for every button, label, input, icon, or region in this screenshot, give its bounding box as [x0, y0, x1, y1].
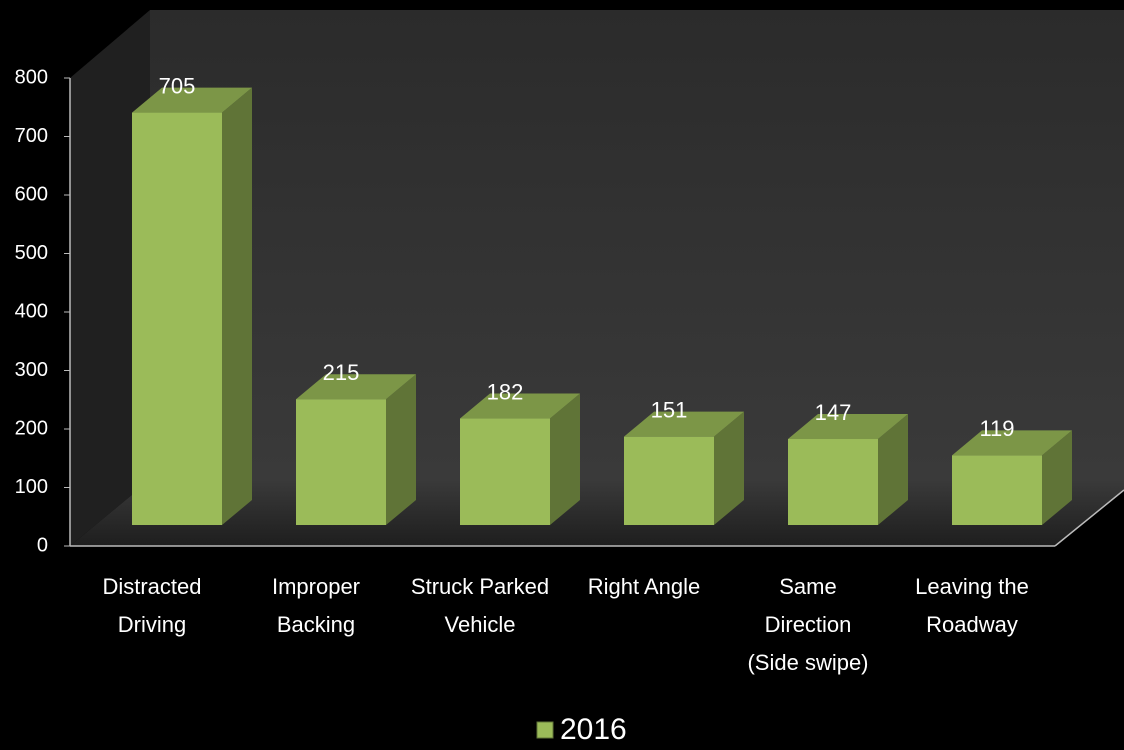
bar-top — [952, 430, 1072, 456]
bar — [460, 418, 550, 525]
legend-label: 2016 — [560, 713, 627, 746]
bar-side — [1042, 430, 1072, 525]
y-tick-label: 500 — [15, 242, 48, 264]
y-tick-label: 0 — [37, 534, 48, 556]
y-tick-label: 300 — [15, 359, 48, 381]
x-tick-label: Distracted Driving — [102, 574, 202, 637]
y-tick-label: 400 — [15, 300, 48, 322]
data-label: 215 — [323, 360, 360, 385]
back-wall — [150, 10, 1124, 480]
x-tick-label: Improper Backing — [271, 574, 361, 637]
bar — [624, 436, 714, 525]
x-tick-label: Same Direction (Side swipe) — [747, 574, 869, 675]
bar-side — [878, 414, 908, 525]
x-tick-label: Leaving the Roadway — [915, 574, 1029, 637]
data-label: 119 — [979, 416, 1014, 441]
bar — [132, 112, 222, 525]
bar-top — [296, 374, 416, 400]
bar-top — [460, 393, 580, 419]
x-tick-label: Struck Parked Vehicle — [410, 574, 550, 637]
bar-side — [386, 374, 416, 525]
data-label: 147 — [815, 400, 852, 425]
data-label: 705 — [159, 73, 196, 98]
bar-top — [132, 87, 252, 113]
side-wall — [70, 10, 150, 546]
bar-top — [624, 411, 744, 437]
x-tick-label: Right Angle — [587, 574, 701, 599]
bar — [296, 399, 386, 525]
data-label: 182 — [487, 379, 524, 404]
floor-edge — [1054, 489, 1124, 547]
data-label: 151 — [651, 397, 688, 422]
y-tick-label: 200 — [15, 417, 48, 439]
y-tick-label: 800 — [15, 66, 48, 88]
bar — [788, 439, 878, 525]
bar-side — [550, 393, 580, 525]
bar-side — [222, 87, 252, 525]
bar-top — [788, 414, 908, 440]
y-tick-label: 100 — [15, 476, 48, 498]
bar-side — [714, 411, 744, 525]
y-tick-label: 700 — [15, 125, 48, 147]
legend-swatch — [536, 721, 554, 739]
y-tick-label: 600 — [15, 183, 48, 205]
bar — [952, 455, 1042, 525]
